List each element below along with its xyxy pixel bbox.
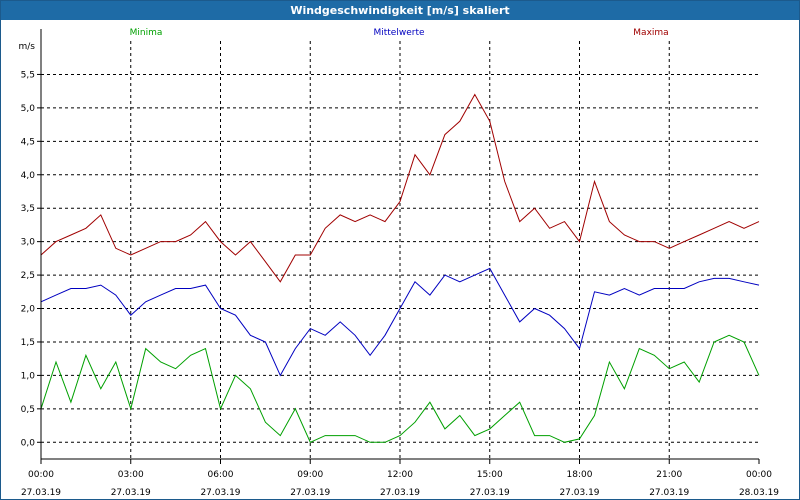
y-tick-label: 0,0 (21, 438, 36, 448)
x-tick-time: 15:00 (477, 470, 503, 480)
x-tick-date: 27.03.19 (380, 488, 420, 498)
x-tick-time: 18:00 (567, 470, 593, 480)
chart-axes (37, 29, 760, 464)
series-line-mittelwerte (40, 267, 760, 377)
x-tick-time: 09:00 (297, 470, 323, 480)
x-tick-date: 27.03.19 (21, 488, 61, 498)
y-tick-label: 0,5 (21, 405, 35, 415)
y-tick-label: 3,5 (21, 204, 35, 214)
y-tick-label: 1,0 (21, 371, 36, 381)
y-tick-label: 1,5 (21, 338, 35, 348)
y-tick-label: 4,5 (21, 137, 35, 147)
x-tick-date: 27.03.19 (470, 488, 510, 498)
x-tick-date: 27.03.19 (290, 488, 330, 498)
legend-minima: Minima (130, 28, 163, 38)
legend-mittelwerte: Mittelwerte (373, 28, 424, 38)
x-tick-date: 27.03.19 (649, 488, 689, 498)
y-tick-label: 5,5 (21, 70, 35, 80)
x-tick-time: 12:00 (387, 470, 413, 480)
x-tick-time: 00:00 (28, 470, 54, 480)
x-tick-time: 03:00 (118, 470, 144, 480)
x-tick-time: 00:00 (746, 470, 772, 480)
x-tick-date: 27.03.19 (111, 488, 151, 498)
series-line-minima (40, 334, 760, 443)
y-tick-label: 2,5 (21, 271, 35, 281)
window-title: Windgeschwindigkeit [m/s] skaliert (1, 1, 799, 20)
chart-series (40, 93, 760, 443)
y-tick-label: 5,0 (21, 104, 36, 114)
x-tick-date: 27.03.19 (559, 488, 599, 498)
legend-maxima: Maxima (633, 28, 668, 38)
x-tick-time: 21:00 (656, 470, 682, 480)
x-tick-date: 28.03.19 (739, 488, 779, 498)
y-tick-label: 2,0 (21, 305, 36, 315)
x-tick-time: 06:00 (208, 470, 234, 480)
series-line-maxima (40, 93, 760, 283)
y-tick-label: 4,0 (21, 171, 36, 181)
chart-grid (41, 41, 759, 459)
x-tick-date: 27.03.19 (200, 488, 240, 498)
y-axis-unit: m/s (19, 42, 36, 52)
chart-labels: 00:00 27.03.19 03:00 27.03.19 06:00 27.03.19 0… (19, 28, 780, 498)
y-tick-label: 3,0 (21, 238, 36, 248)
